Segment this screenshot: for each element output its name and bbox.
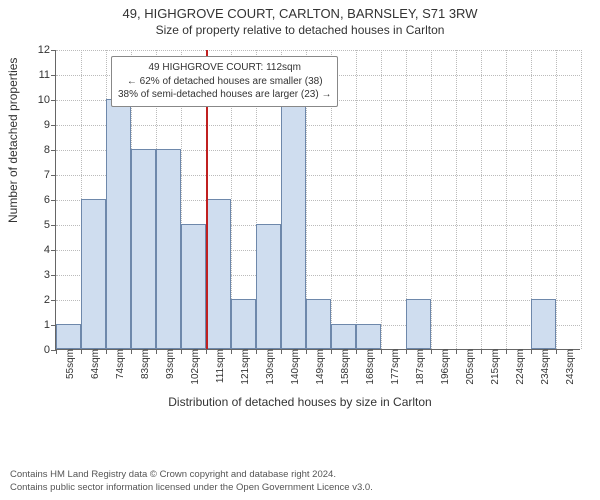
xtick-mark bbox=[281, 349, 282, 354]
chart-area: Number of detached properties 0123456789… bbox=[0, 40, 600, 420]
gridline-v bbox=[506, 50, 507, 349]
annotation-line: ← 62% of detached houses are smaller (38… bbox=[118, 75, 331, 89]
ytick-label: 8 bbox=[44, 144, 56, 156]
xtick-mark bbox=[506, 349, 507, 354]
ytick-label: 7 bbox=[44, 169, 56, 181]
footer-line-1: Contains HM Land Registry data © Crown c… bbox=[10, 469, 373, 481]
ytick-label: 5 bbox=[44, 219, 56, 231]
ytick-label: 0 bbox=[44, 344, 56, 356]
histogram-bar bbox=[106, 99, 131, 349]
histogram-bar bbox=[331, 324, 356, 349]
xtick-mark bbox=[81, 349, 82, 354]
xtick-label: 234sqm bbox=[534, 349, 551, 385]
xtick-label: 149sqm bbox=[309, 349, 326, 385]
ytick-label: 12 bbox=[38, 44, 56, 56]
xtick-mark bbox=[256, 349, 257, 354]
gridline-v bbox=[431, 50, 432, 349]
xtick-label: 224sqm bbox=[509, 349, 526, 385]
gridline-v bbox=[456, 50, 457, 349]
histogram-bar bbox=[256, 224, 281, 349]
histogram-bar bbox=[406, 299, 431, 349]
xtick-label: 215sqm bbox=[484, 349, 501, 385]
histogram-bar bbox=[181, 224, 206, 349]
ytick-label: 2 bbox=[44, 294, 56, 306]
xtick-label: 74sqm bbox=[109, 349, 126, 379]
xtick-label: 205sqm bbox=[459, 349, 476, 385]
gridline-v bbox=[556, 50, 557, 349]
xtick-label: 111sqm bbox=[209, 349, 226, 383]
xtick-label: 55sqm bbox=[59, 349, 76, 379]
ytick-label: 10 bbox=[38, 94, 56, 106]
histogram-bar bbox=[156, 149, 181, 349]
title-block: 49, HIGHGROVE COURT, CARLTON, BARNSLEY, … bbox=[0, 0, 600, 37]
gridline-h bbox=[56, 125, 580, 126]
histogram-bar bbox=[56, 324, 81, 349]
annotation-line: 38% of semi-detached houses are larger (… bbox=[118, 88, 331, 102]
xtick-label: 177sqm bbox=[384, 349, 401, 385]
annotation-box: 49 HIGHGROVE COURT: 112sqm← 62% of detac… bbox=[111, 56, 338, 107]
xtick-mark bbox=[106, 349, 107, 354]
gridline-h bbox=[56, 50, 580, 51]
xtick-mark bbox=[431, 349, 432, 354]
xtick-mark bbox=[206, 349, 207, 354]
xtick-mark bbox=[356, 349, 357, 354]
xtick-mark bbox=[406, 349, 407, 354]
histogram-bar bbox=[356, 324, 381, 349]
xtick-label: 140sqm bbox=[284, 349, 301, 385]
gridline-v bbox=[356, 50, 357, 349]
xtick-label: 243sqm bbox=[559, 349, 576, 385]
xtick-label: 158sqm bbox=[334, 349, 351, 385]
ytick-label: 11 bbox=[39, 69, 56, 81]
xtick-label: 196sqm bbox=[434, 349, 451, 385]
gridline-v bbox=[581, 50, 582, 349]
footer-attribution: Contains HM Land Registry data © Crown c… bbox=[10, 469, 373, 494]
xtick-label: 130sqm bbox=[259, 349, 276, 385]
xtick-mark bbox=[231, 349, 232, 354]
xtick-mark bbox=[56, 349, 57, 354]
xtick-label: 93sqm bbox=[159, 349, 176, 379]
xtick-mark bbox=[331, 349, 332, 354]
xtick-label: 187sqm bbox=[409, 349, 426, 385]
xtick-mark bbox=[556, 349, 557, 354]
xtick-label: 64sqm bbox=[84, 349, 101, 379]
xtick-mark bbox=[381, 349, 382, 354]
gridline-v bbox=[481, 50, 482, 349]
ytick-label: 9 bbox=[44, 119, 56, 131]
ytick-label: 4 bbox=[44, 244, 56, 256]
xtick-mark bbox=[156, 349, 157, 354]
title-line-2: Size of property relative to detached ho… bbox=[0, 23, 600, 37]
xtick-mark bbox=[306, 349, 307, 354]
annotation-line: 49 HIGHGROVE COURT: 112sqm bbox=[118, 61, 331, 75]
xtick-mark bbox=[481, 349, 482, 354]
histogram-bar bbox=[131, 149, 156, 349]
ytick-label: 1 bbox=[44, 319, 56, 331]
histogram-bar bbox=[281, 99, 306, 349]
y-axis-label: Number of detached properties bbox=[6, 58, 20, 223]
histogram-bar bbox=[81, 199, 106, 349]
histogram-bar bbox=[306, 299, 331, 349]
xtick-mark bbox=[456, 349, 457, 354]
xtick-label: 121sqm bbox=[234, 349, 251, 385]
xtick-label: 102sqm bbox=[184, 349, 201, 385]
histogram-bar bbox=[531, 299, 556, 349]
xtick-mark bbox=[531, 349, 532, 354]
xtick-label: 83sqm bbox=[134, 349, 151, 379]
footer-line-2: Contains public sector information licen… bbox=[10, 482, 373, 494]
ytick-label: 3 bbox=[44, 269, 56, 281]
x-axis-label: Distribution of detached houses by size … bbox=[0, 395, 600, 409]
xtick-mark bbox=[181, 349, 182, 354]
xtick-label: 168sqm bbox=[359, 349, 376, 385]
plot-region: 012345678910111255sqm64sqm74sqm83sqm93sq… bbox=[55, 50, 580, 350]
xtick-mark bbox=[131, 349, 132, 354]
histogram-bar bbox=[231, 299, 256, 349]
gridline-v bbox=[381, 50, 382, 349]
histogram-bar bbox=[206, 199, 231, 349]
ytick-label: 6 bbox=[44, 194, 56, 206]
title-line-1: 49, HIGHGROVE COURT, CARLTON, BARNSLEY, … bbox=[0, 6, 600, 21]
